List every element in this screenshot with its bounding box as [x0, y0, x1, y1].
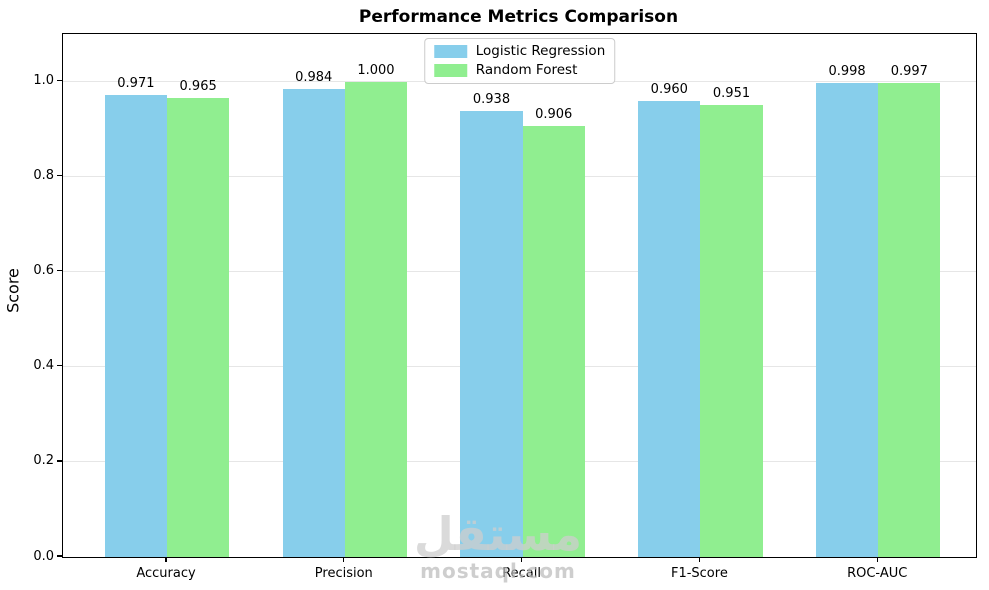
legend-label: Random Forest: [475, 61, 578, 78]
x-tick-mark: [165, 557, 167, 563]
bar-random-forest-f1-score: [700, 104, 763, 557]
bar-value-label: 0.965: [179, 79, 217, 95]
bar-value-label: 0.998: [828, 63, 866, 79]
y-tick-mark: [57, 365, 62, 367]
legend-swatch-random-forest: [433, 63, 467, 77]
y-tick-label: 0.2: [33, 453, 54, 469]
bar-value-label: 0.960: [650, 81, 688, 97]
y-tick-mark: [57, 460, 62, 462]
x-tick-mark: [520, 557, 523, 563]
chart-title: Performance Metrics Comparison: [358, 7, 679, 27]
bar-random-forest-recall: [522, 126, 585, 557]
y-axis-label: Score: [3, 268, 23, 313]
bar-logistic-regression-accuracy: [104, 95, 167, 557]
x-tick-label: Recall: [502, 566, 541, 581]
bar-value-label: 0.997: [890, 63, 928, 79]
x-tick-mark: [876, 557, 878, 563]
bar-random-forest-accuracy: [167, 98, 230, 557]
bar-logistic-regression-roc-auc: [815, 82, 879, 557]
plot-area: Logistic Regression Random Forest 0.971 0…: [62, 33, 977, 558]
legend-label: Logistic Regression: [475, 43, 606, 59]
legend-swatch-logistic-regression: [433, 45, 467, 59]
bar-logistic-regression-recall: [460, 111, 523, 557]
bar-value-label: 0.906: [535, 107, 573, 123]
y-tick-mark: [57, 270, 62, 272]
bar-value-label: 0.984: [295, 70, 333, 86]
legend: Logistic Regression Random Forest: [423, 38, 616, 84]
x-tick-label: Accuracy: [136, 566, 196, 581]
x-tick-mark: [343, 557, 345, 563]
y-tick-label: 0.4: [33, 358, 54, 374]
y-tick-mark: [57, 79, 62, 82]
bar-value-label: 0.938: [472, 92, 511, 108]
bar-logistic-regression-precision: [282, 89, 345, 557]
legend-item-random-forest: Random Forest: [433, 61, 606, 78]
y-tick-label: 0.8: [33, 168, 54, 184]
y-tick-mark: [57, 174, 62, 177]
y-tick-label: 0.0: [33, 548, 54, 564]
x-tick-label: Precision: [314, 566, 373, 581]
bar-value-label: 0.971: [117, 76, 155, 92]
legend-item-logistic-regression: Logistic Regression: [433, 43, 606, 59]
y-tick-label: 1.0: [33, 73, 54, 89]
x-tick-label: F1-Score: [670, 566, 728, 581]
x-tick-mark: [698, 557, 701, 563]
y-tick-mark: [57, 555, 62, 557]
bar-random-forest-precision: [344, 81, 408, 557]
y-tick-label: 0.6: [33, 263, 54, 279]
x-tick-label: ROC-AUC: [847, 566, 908, 581]
bar-logistic-regression-f1-score: [638, 100, 701, 557]
bar-value-label: 1.000: [357, 62, 395, 78]
bar-random-forest-roc-auc: [878, 82, 941, 557]
bar-value-label: 0.951: [712, 85, 751, 101]
